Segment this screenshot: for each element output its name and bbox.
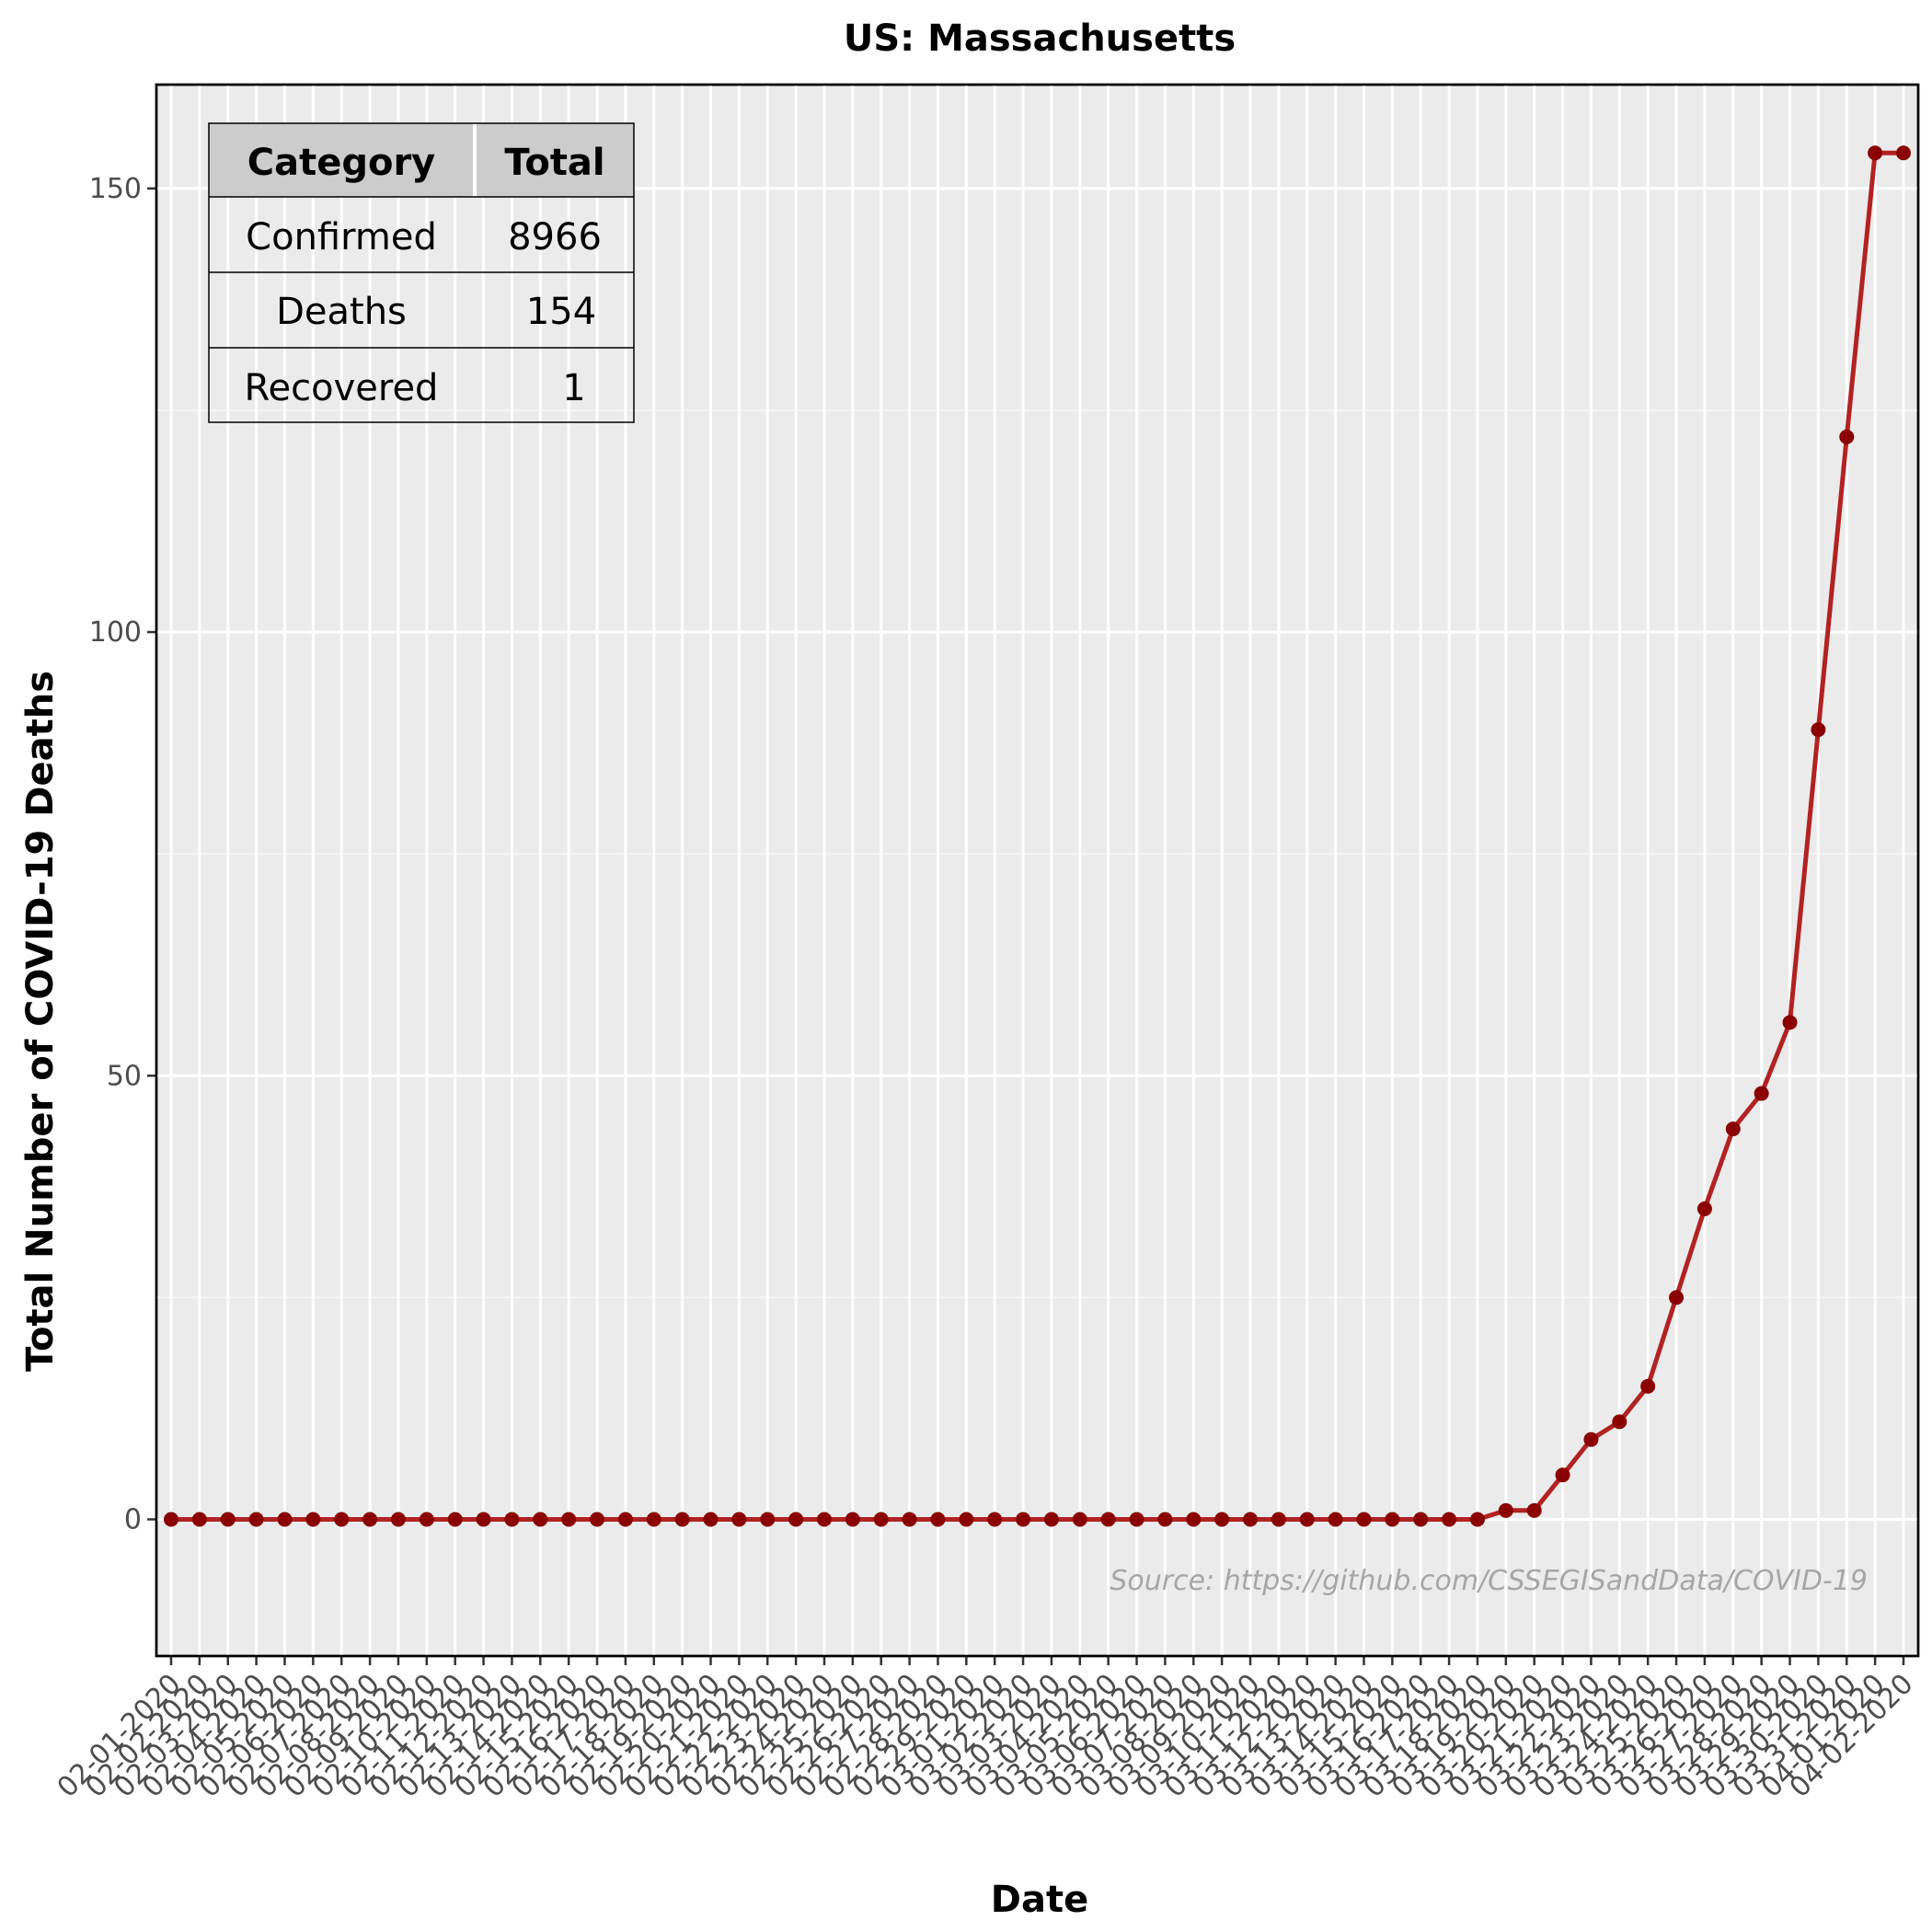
data-point bbox=[873, 1512, 889, 1527]
data-point bbox=[1043, 1512, 1059, 1527]
data-point bbox=[959, 1512, 974, 1527]
data-point bbox=[1214, 1512, 1230, 1527]
data-point bbox=[220, 1512, 236, 1527]
data-point bbox=[533, 1512, 548, 1527]
summary-table: Category Total Confirmed 8966 Deaths 154… bbox=[208, 122, 635, 423]
y-tick-label: 150 bbox=[89, 173, 142, 205]
source-annotation: Source: https://github.com/CSSEGISandDat… bbox=[1110, 1565, 1868, 1597]
data-point bbox=[1328, 1512, 1343, 1527]
data-point bbox=[816, 1512, 832, 1527]
data-point bbox=[1243, 1512, 1259, 1527]
data-point bbox=[191, 1512, 207, 1527]
data-point bbox=[447, 1512, 463, 1527]
data-point bbox=[419, 1512, 434, 1527]
y-tick-label: 100 bbox=[89, 616, 142, 649]
y-axis-title: Total Number of COVID-19 Deaths bbox=[19, 671, 62, 1372]
data-point bbox=[788, 1512, 804, 1527]
data-point bbox=[334, 1512, 350, 1527]
data-point bbox=[1385, 1512, 1400, 1527]
data-point bbox=[1157, 1512, 1173, 1527]
data-point bbox=[1299, 1512, 1315, 1527]
table-header-category: Category bbox=[247, 142, 436, 184]
data-point bbox=[703, 1512, 719, 1527]
data-point bbox=[646, 1512, 661, 1527]
data-point bbox=[1469, 1512, 1485, 1527]
data-point bbox=[1782, 1015, 1798, 1030]
data-point bbox=[1725, 1121, 1741, 1137]
table-cell-total: 154 bbox=[526, 291, 596, 333]
chart-title: US: Massachusetts bbox=[844, 17, 1236, 60]
x-axis: 02-01-202002-02-202002-03-202002-04-2020… bbox=[52, 1656, 1920, 1804]
data-point bbox=[1072, 1512, 1087, 1527]
data-point bbox=[1356, 1512, 1372, 1527]
table-header-bg bbox=[209, 123, 634, 197]
data-point bbox=[362, 1512, 378, 1527]
data-point bbox=[1612, 1414, 1627, 1430]
data-point bbox=[987, 1512, 1003, 1527]
table-cell-category: Deaths bbox=[276, 291, 407, 333]
data-point bbox=[1186, 1512, 1202, 1527]
y-tick-label: 50 bbox=[107, 1060, 142, 1092]
data-point bbox=[1271, 1512, 1286, 1527]
table-cell-total: 8966 bbox=[508, 216, 602, 259]
data-point bbox=[845, 1512, 860, 1527]
data-point bbox=[277, 1512, 293, 1527]
data-point bbox=[1811, 722, 1826, 738]
table-cell-category: Confirmed bbox=[246, 216, 437, 259]
table-cell-total: 1 bbox=[562, 367, 585, 409]
data-point bbox=[1016, 1512, 1031, 1527]
panel-border bbox=[155, 83, 1920, 1658]
data-point bbox=[590, 1512, 605, 1527]
major-grid bbox=[156, 85, 1918, 1656]
data-point bbox=[1896, 145, 1911, 161]
data-point bbox=[1696, 1201, 1712, 1216]
data-point bbox=[1526, 1502, 1542, 1518]
data-point bbox=[1100, 1512, 1116, 1527]
data-point bbox=[1839, 429, 1855, 444]
data-point bbox=[674, 1512, 690, 1527]
data-point bbox=[1413, 1512, 1429, 1527]
data-point bbox=[930, 1512, 946, 1527]
data-point bbox=[1868, 145, 1883, 161]
data-point bbox=[390, 1512, 406, 1527]
y-tick-label: 0 bbox=[124, 1503, 142, 1535]
data-point bbox=[476, 1512, 491, 1527]
data-point bbox=[617, 1512, 633, 1527]
table-cell-category: Recovered bbox=[245, 367, 439, 409]
table-header-total: Total bbox=[504, 142, 604, 184]
plot-panel bbox=[155, 83, 1920, 1658]
data-point bbox=[1555, 1467, 1570, 1483]
data-point bbox=[1754, 1086, 1769, 1101]
data-point bbox=[248, 1512, 264, 1527]
y-axis: 0 50 100 150 bbox=[89, 173, 156, 1535]
data-point bbox=[305, 1512, 321, 1527]
data-point bbox=[1669, 1290, 1685, 1305]
data-point bbox=[1583, 1432, 1599, 1447]
data-point bbox=[1640, 1378, 1656, 1394]
minor-grid bbox=[156, 409, 1918, 1299]
data-point bbox=[1498, 1502, 1513, 1518]
data-point bbox=[731, 1512, 747, 1527]
data-point bbox=[902, 1512, 917, 1527]
data-point bbox=[561, 1512, 577, 1527]
data-point bbox=[1129, 1512, 1144, 1527]
data-point bbox=[760, 1512, 776, 1527]
x-axis-title: Date bbox=[991, 1879, 1088, 1921]
data-point bbox=[504, 1512, 520, 1527]
data-point bbox=[164, 1512, 178, 1527]
deaths-series bbox=[164, 145, 1911, 1527]
data-point bbox=[1442, 1512, 1457, 1527]
